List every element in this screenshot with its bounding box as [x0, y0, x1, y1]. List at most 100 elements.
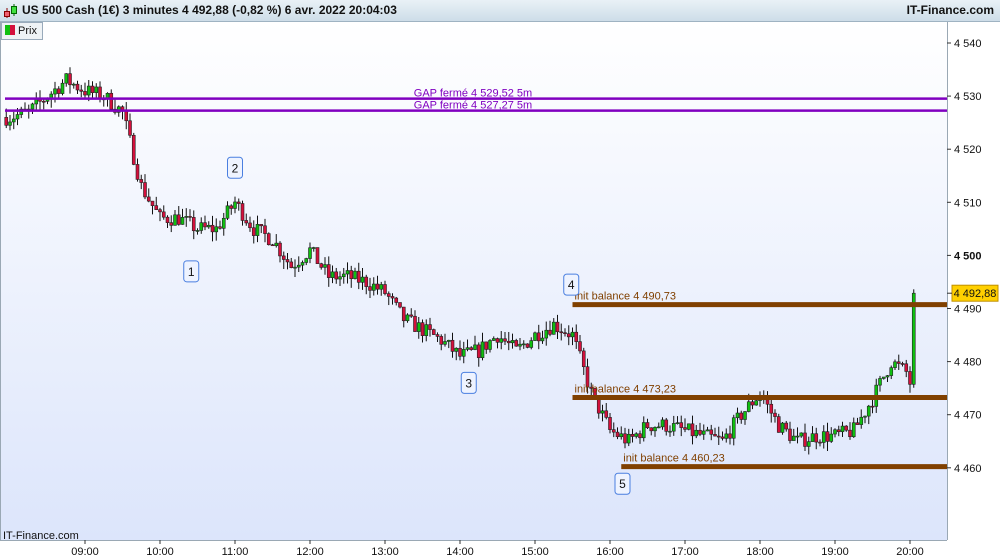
- candle-up[interactable]: [521, 343, 526, 346]
- candle-up[interactable]: [308, 247, 312, 259]
- candle-down[interactable]: [559, 331, 564, 334]
- candle-down[interactable]: [555, 321, 560, 333]
- candle-down[interactable]: [664, 419, 669, 432]
- candle-up[interactable]: [225, 205, 230, 219]
- candle-up[interactable]: [15, 114, 20, 120]
- candle-down[interactable]: [788, 428, 792, 441]
- candle-up[interactable]: [694, 429, 699, 437]
- candle-down[interactable]: [229, 205, 234, 209]
- candle-down[interactable]: [476, 344, 481, 359]
- candle-up[interactable]: [619, 433, 624, 438]
- candle-down[interactable]: [165, 216, 170, 223]
- candle-up[interactable]: [491, 338, 496, 341]
- candle-down[interactable]: [536, 332, 541, 342]
- candle-down[interactable]: [469, 347, 474, 350]
- candle-up[interactable]: [94, 86, 99, 93]
- candle-down[interactable]: [784, 422, 789, 430]
- candle-down[interactable]: [188, 216, 192, 218]
- candle-down[interactable]: [769, 403, 774, 414]
- candle-down[interactable]: [566, 333, 571, 338]
- candle-up[interactable]: [653, 426, 657, 432]
- candle-down[interactable]: [56, 88, 61, 94]
- candle-up[interactable]: [184, 216, 189, 218]
- candle-down[interactable]: [803, 432, 807, 447]
- candle-down[interactable]: [908, 371, 912, 385]
- candle-down[interactable]: [904, 363, 909, 372]
- candle-down[interactable]: [900, 363, 905, 365]
- candle-up[interactable]: [840, 425, 845, 433]
- candle-down[interactable]: [818, 441, 822, 444]
- candle-up[interactable]: [338, 276, 342, 280]
- candle-up[interactable]: [529, 340, 534, 348]
- candle-up[interactable]: [791, 435, 796, 441]
- candle-down[interactable]: [776, 416, 781, 433]
- candle-down[interactable]: [548, 329, 552, 335]
- candle-down[interactable]: [506, 340, 511, 344]
- candle-down[interactable]: [83, 91, 87, 96]
- candle-down[interactable]: [431, 329, 436, 335]
- candle-down[interactable]: [574, 331, 579, 342]
- candle-down[interactable]: [135, 164, 140, 180]
- candle-up[interactable]: [199, 222, 204, 231]
- candle-up[interactable]: [859, 416, 864, 425]
- candle-down[interactable]: [720, 436, 725, 439]
- candle-down[interactable]: [611, 429, 616, 433]
- candle-down[interactable]: [75, 83, 80, 91]
- candle-up[interactable]: [296, 264, 301, 268]
- candle-down[interactable]: [131, 134, 136, 165]
- candle-up[interactable]: [214, 226, 219, 233]
- candle-down[interactable]: [623, 433, 627, 444]
- candle-down[interactable]: [191, 217, 196, 232]
- candle-down[interactable]: [825, 431, 830, 442]
- candle-down[interactable]: [608, 417, 612, 430]
- candle-down[interactable]: [236, 201, 241, 204]
- candle-up[interactable]: [379, 284, 384, 290]
- candle-down[interactable]: [413, 315, 417, 332]
- candle-down[interactable]: [458, 347, 462, 357]
- candle-up[interactable]: [293, 266, 297, 269]
- candle-down[interactable]: [203, 222, 207, 228]
- candle-up[interactable]: [675, 422, 680, 424]
- candle-down[interactable]: [615, 431, 620, 438]
- candle-down[interactable]: [146, 196, 151, 202]
- candle-up[interactable]: [686, 423, 691, 430]
- candle-down[interactable]: [896, 361, 901, 364]
- candle-up[interactable]: [323, 264, 327, 268]
- candle-up[interactable]: [833, 429, 837, 435]
- candle-up[interactable]: [465, 347, 470, 350]
- candle-down[interactable]: [698, 429, 702, 435]
- candle-up[interactable]: [799, 432, 804, 437]
- candle-down[interactable]: [210, 224, 215, 233]
- candle-up[interactable]: [360, 276, 365, 283]
- candle-down[interactable]: [630, 433, 635, 437]
- candle-down[interactable]: [364, 276, 369, 287]
- candle-up[interactable]: [911, 292, 916, 385]
- candle-down[interactable]: [728, 433, 732, 439]
- candle-up[interactable]: [60, 82, 65, 94]
- candle-down[interactable]: [240, 203, 245, 221]
- candle-down[interactable]: [169, 222, 174, 226]
- candle-up[interactable]: [881, 376, 886, 379]
- candle-up[interactable]: [821, 431, 826, 443]
- candle-up[interactable]: [544, 329, 549, 339]
- candle-down[interactable]: [109, 92, 114, 110]
- candle-up[interactable]: [195, 230, 200, 232]
- candle-down[interactable]: [390, 296, 395, 299]
- candle-down[interactable]: [143, 182, 147, 198]
- candle-down[interactable]: [649, 427, 654, 432]
- candle-down[interactable]: [281, 255, 286, 260]
- candle-down[interactable]: [375, 283, 380, 290]
- candle-down[interactable]: [503, 338, 507, 342]
- candle-up[interactable]: [851, 422, 856, 438]
- candle-up[interactable]: [446, 339, 451, 342]
- candle-down[interactable]: [870, 405, 875, 408]
- candle-up[interactable]: [634, 433, 639, 437]
- candle-down[interactable]: [690, 423, 695, 437]
- candle-down[interactable]: [98, 86, 102, 100]
- candle-up[interactable]: [795, 435, 800, 438]
- candle-up[interactable]: [705, 429, 710, 432]
- candle-down[interactable]: [589, 386, 594, 389]
- candle-down[interactable]: [814, 433, 819, 443]
- candle-up[interactable]: [233, 201, 237, 209]
